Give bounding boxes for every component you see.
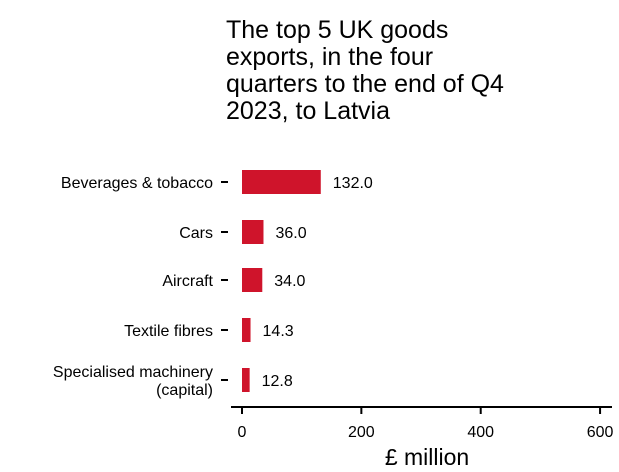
bar [242,220,264,244]
value-labels: 132.0 36.0 34.0 14.3 12.8 [262,175,373,390]
y-tick-label: Specialised machinery [53,364,213,381]
bars [242,170,321,392]
bar [242,368,250,392]
chart-title-line: 2023, to Latvia [226,97,390,125]
value-label: 36.0 [275,225,306,242]
bar [242,170,321,194]
y-tick-label: Textile fibres [124,323,213,340]
x-axis-title: £ million [385,444,469,470]
y-tick-label: Aircraft [162,273,213,290]
y-tick-label: Beverages & tobacco [61,175,213,192]
chart-title-line: The top 5 UK goods [226,16,448,44]
x-tick-label: 0 [238,424,247,441]
x-axis: 0 200 400 600 £ million [231,406,614,470]
value-label: 12.8 [262,373,293,390]
y-axis: Beverages & tobacco Cars Aircraft Textile f… [53,175,228,399]
x-tick-label: 400 [467,424,494,441]
value-label: 14.3 [263,323,294,340]
y-tick-label: Cars [179,225,213,242]
bar [242,318,251,342]
y-tick-label: (capital) [156,382,213,399]
value-label: 34.0 [274,273,305,290]
chart-title-line: exports, in the four [226,43,433,71]
bar [242,268,263,292]
x-tick-label: 200 [348,424,375,441]
value-label: 132.0 [333,175,373,192]
x-tick-label: 600 [587,424,614,441]
chart-title-line: quarters to the end of Q4 [226,70,504,98]
